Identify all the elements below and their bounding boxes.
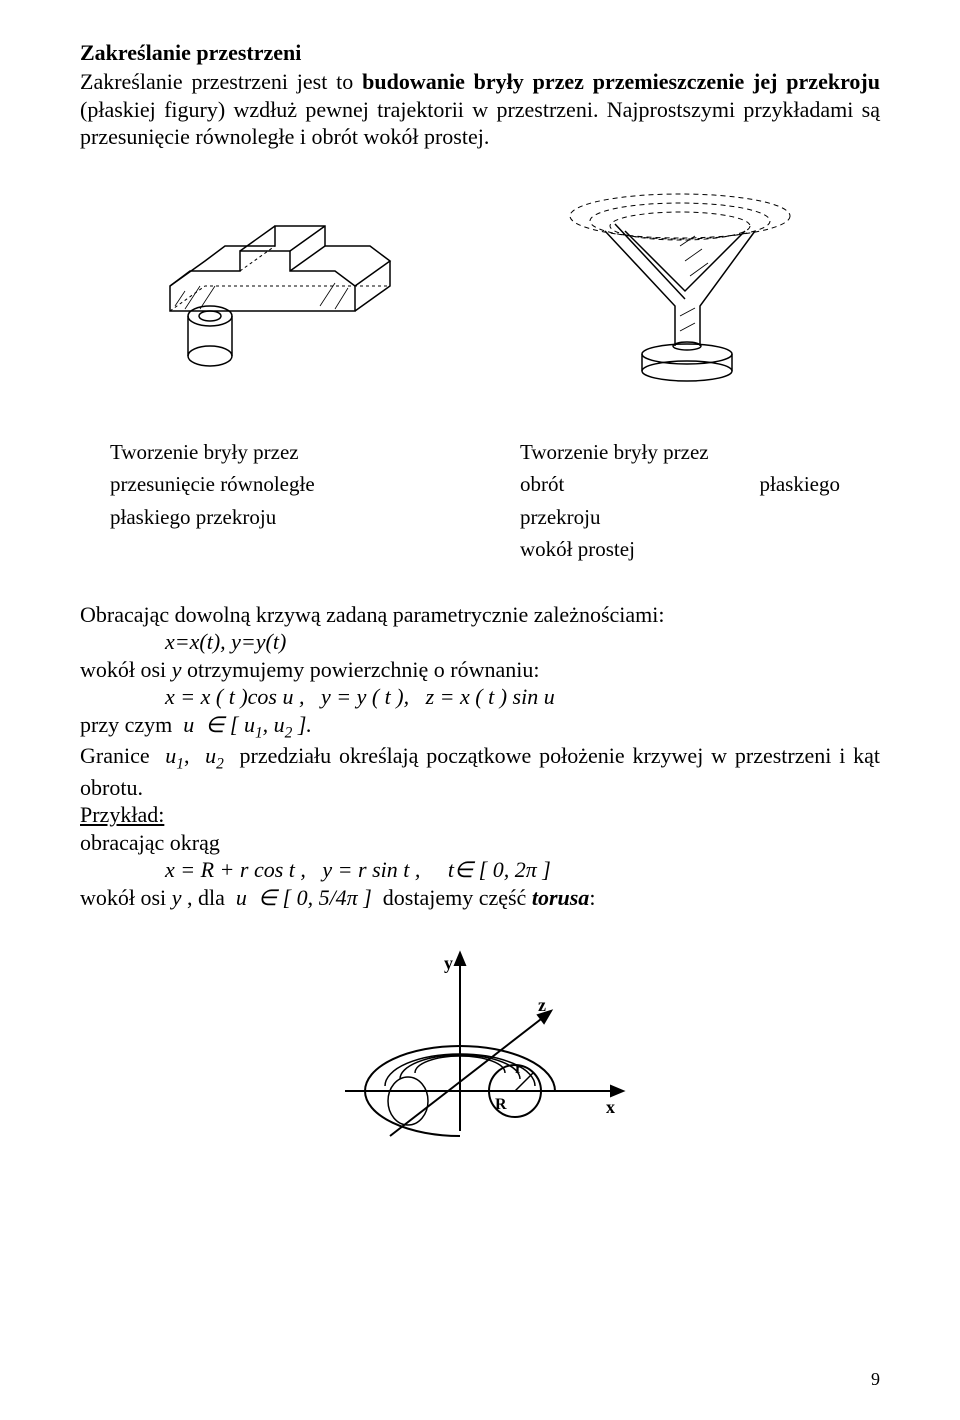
body-p6c: dostajemy część: [372, 885, 532, 910]
figures-row: [80, 176, 880, 396]
body-p3eq: u ∈ [ u: [183, 712, 255, 737]
caption-left-l3: płaskiego przekroju: [110, 501, 440, 534]
body-p2y: y: [172, 657, 182, 682]
captions-row: Tworzenie bryły przez przesunięcie równo…: [80, 436, 880, 566]
body-eq1: x=x(t), y=y(t): [80, 628, 880, 656]
caption-right-l2b: płaskiego: [760, 468, 840, 501]
figure-left-extrude: [130, 191, 430, 381]
body-p2b: otrzymujemy powierzchnię o równaniu:: [181, 657, 539, 682]
caption-right-l4: wokół prostej: [520, 533, 840, 566]
body-p4a: Granice: [80, 743, 165, 768]
figure-right-revolve: [530, 176, 830, 396]
caption-left-l1: Tworzenie bryły przez: [110, 436, 440, 469]
axis-y-label: y: [444, 953, 453, 973]
figure-torus: y x z r R: [80, 941, 880, 1161]
body-p4u2: u: [205, 743, 216, 768]
label-r: r: [515, 1060, 522, 1077]
body-p2a: wokół osi: [80, 657, 172, 682]
body-p6torus: torusa: [532, 885, 589, 910]
caption-right: Tworzenie bryły przez obrót płaskiego pr…: [520, 436, 880, 566]
body-p4s1: 1: [176, 756, 184, 773]
label-R: R: [495, 1096, 507, 1113]
caption-right-l3: przekroju: [520, 501, 840, 534]
body-p1: Obracając dowolną krzywą zadaną parametr…: [80, 601, 880, 629]
body-p3a: przy czym: [80, 712, 183, 737]
axis-x-label: x: [606, 1097, 615, 1117]
body-example-label: Przykład:: [80, 801, 880, 829]
body-p4u1: u: [165, 743, 176, 768]
body-p6a: wokół osi: [80, 885, 172, 910]
caption-right-l2a: obrót: [520, 468, 564, 501]
body: Obracając dowolną krzywą zadaną parametr…: [80, 601, 880, 912]
body-p3s1: 1: [255, 724, 263, 741]
intro-bold: budowanie bryły przez przemieszczenie je…: [362, 69, 880, 94]
body-p5: obracając okrąg: [80, 829, 880, 857]
body-p4: Granice u1, u2 przedziału określają pocz…: [80, 742, 880, 801]
page-number: 9: [871, 1369, 880, 1390]
body-p3mid: , u: [263, 712, 285, 737]
body-p4mid1: ,: [184, 743, 205, 768]
page-title: Zakreślanie przestrzeni: [80, 40, 880, 66]
body-p3end: ].: [292, 712, 312, 737]
intro-text-1: Zakreślanie przestrzeni jest to: [80, 69, 362, 94]
body-p6: wokół osi y , dla u ∈ [ 0, 5/4π ] dostaj…: [80, 884, 880, 912]
body-p2: wokół osi y otrzymujemy powierzchnię o r…: [80, 656, 880, 684]
caption-left: Tworzenie bryły przez przesunięcie równo…: [80, 436, 440, 566]
caption-left-l2: przesunięcie równoległe: [110, 468, 440, 501]
body-p6d: :: [589, 885, 595, 910]
axis-z-label: z: [538, 995, 546, 1015]
intro-paragraph: Zakreślanie przestrzeni jest to budowani…: [80, 68, 880, 151]
body-p3: przy czym u ∈ [ u1, u2 ].: [80, 711, 880, 743]
caption-right-l1: Tworzenie bryły przez: [520, 436, 840, 469]
body-eq2: x = x ( t )cos u , y = y ( t ), z = x ( …: [80, 683, 880, 711]
body-p4s2: 2: [216, 756, 224, 773]
body-p6b: , dla: [181, 885, 235, 910]
body-p6y: y: [172, 885, 182, 910]
body-eq3: x = R + r cos t , y = r sin t , t∈ [ 0, …: [80, 856, 880, 884]
intro-text-2: (płaskiej figury) wzdłuż pewnej trajekto…: [80, 97, 880, 150]
body-p6eq: u ∈ [ 0, 5/4π ]: [236, 885, 372, 910]
